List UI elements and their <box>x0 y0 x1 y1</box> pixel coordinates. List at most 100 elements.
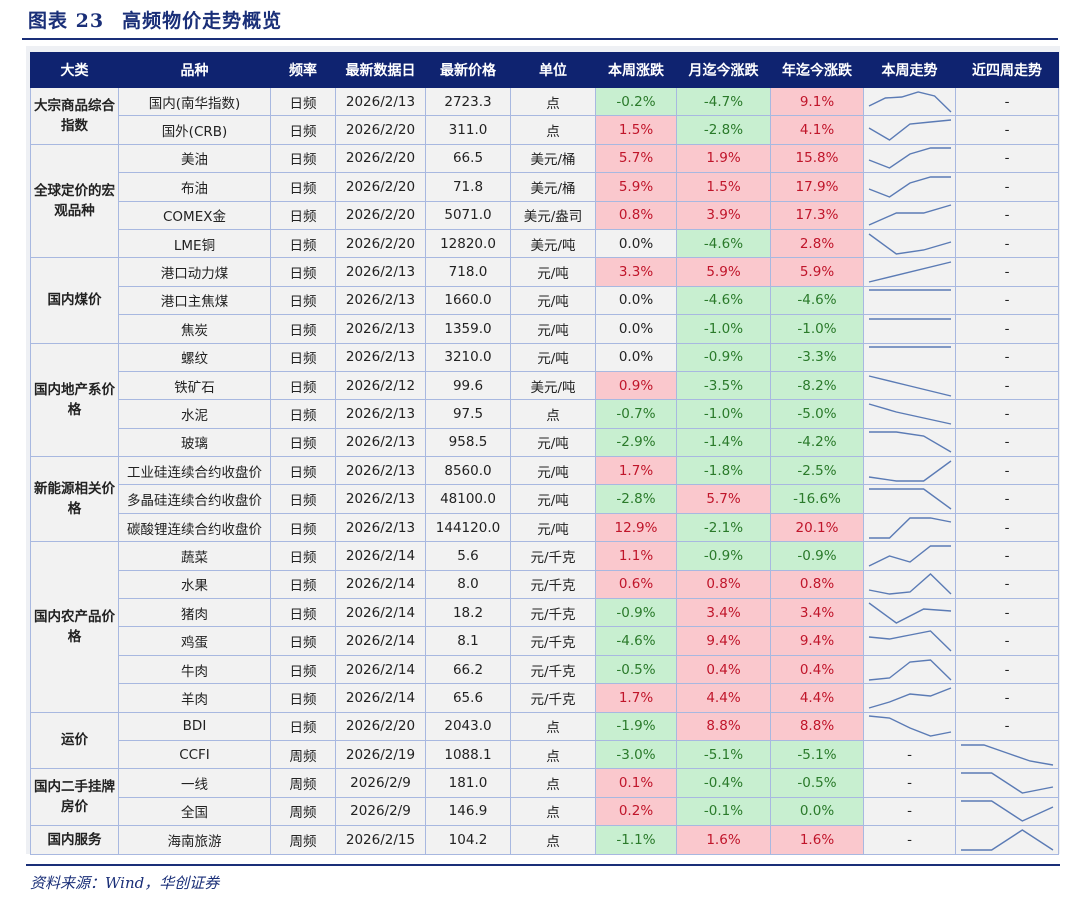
unit-cell: 元/千克 <box>510 569 596 600</box>
mtd-change-cell: -1.0% <box>676 314 771 344</box>
item-cell: COMEX金 <box>118 200 271 230</box>
weekly-change-cell: 0.0% <box>595 228 677 259</box>
price-cell: 146.9 <box>425 796 511 827</box>
date-cell: 2026/2/9 <box>335 768 426 798</box>
four-week-trend-cell <box>955 739 1059 770</box>
sparkline-path <box>868 261 951 283</box>
frequency-cell: 日频 <box>270 456 336 486</box>
unit-cell: 点 <box>510 399 596 429</box>
sparkline <box>868 233 951 255</box>
ytd-change-cell: 17.3% <box>770 200 864 230</box>
price-cell: 71.8 <box>425 172 511 202</box>
weekly-change-cell: -4.6% <box>595 626 677 656</box>
frequency-cell: 周频 <box>270 768 336 798</box>
table-row: 国外(CRB) 日频 2026/2/20 311.0 点 1.5% -2.8% 4.1% - <box>31 115 1059 145</box>
unit-cell: 美元/吨 <box>510 228 596 259</box>
price-cell: 5.6 <box>425 541 511 571</box>
sparkline <box>868 176 951 198</box>
sparkline-path <box>961 800 1054 823</box>
date-cell: 2026/2/13 <box>335 342 426 372</box>
frequency-cell: 周频 <box>270 739 336 770</box>
four-week-trend-cell: - <box>955 626 1059 656</box>
date-cell: 2026/2/12 <box>335 370 426 401</box>
weekly-trend-cell <box>863 342 956 372</box>
weekly-change-cell: 0.0% <box>595 285 677 316</box>
four-week-trend-cell: - <box>955 654 1059 685</box>
mtd-change-cell: 1.6% <box>676 825 771 855</box>
table-row: 布油 日频 2026/2/20 71.8 美元/桶 5.9% 1.5% 17.9% - <box>31 172 1059 202</box>
sparkline <box>868 687 951 709</box>
sparkline <box>961 772 1054 794</box>
category-cell: 全球定价的宏观品种 <box>30 143 119 259</box>
item-cell: 海南旅游 <box>118 825 271 855</box>
item-cell: 多晶硅连续合约收盘价 <box>118 484 271 514</box>
ytd-change-cell: -0.9% <box>770 541 864 571</box>
sparkline <box>868 346 951 348</box>
four-week-trend-cell: - <box>955 541 1059 571</box>
four-week-trend-cell: - <box>955 342 1059 372</box>
four-week-trend-cell <box>955 796 1059 827</box>
four-week-trend-cell: - <box>955 285 1059 316</box>
weekly-trend-cell <box>863 143 956 174</box>
unit-cell: 元/千克 <box>510 683 596 713</box>
date-cell: 2026/2/20 <box>335 711 426 741</box>
sparkline-path <box>868 204 951 226</box>
mtd-change-cell: 0.8% <box>676 569 771 600</box>
category-cell: 国内煤价 <box>30 257 119 344</box>
sparkline <box>868 602 951 624</box>
sparkline <box>868 630 951 652</box>
ytd-change-cell: -5.0% <box>770 399 864 429</box>
sparkline <box>868 261 951 283</box>
weekly-trend-cell: - <box>863 825 956 855</box>
item-cell: BDI <box>118 711 271 741</box>
table-row: 国内地产系价格 螺纹 日频 2026/2/13 3210.0 元/吨 0.0% -0.9% -3… <box>30 342 1059 458</box>
frequency-cell: 日频 <box>270 115 336 145</box>
frequency-cell: 日频 <box>270 399 336 429</box>
table-row: LME铜 日频 2026/2/20 12820.0 美元/吨 0.0% -4.6% 2.8% - <box>31 228 1059 259</box>
table-row: 羊肉 日频 2026/2/14 65.6 元/千克 1.7% 4.4% 4.4% - <box>31 683 1059 713</box>
frequency-cell: 日频 <box>270 143 336 174</box>
date-cell: 2026/2/14 <box>335 683 426 713</box>
ytd-change-cell: 0.4% <box>770 654 864 685</box>
mtd-change-cell: -3.5% <box>676 370 771 401</box>
four-week-trend-cell: - <box>955 370 1059 401</box>
sparkline <box>868 119 951 141</box>
price-cell: 144120.0 <box>425 512 511 543</box>
top-divider <box>22 38 1058 40</box>
date-cell: 2026/2/13 <box>335 86 426 117</box>
sparkline-path <box>868 545 951 567</box>
mtd-change-cell: 5.9% <box>676 257 771 287</box>
category-cell: 国内地产系价格 <box>30 342 119 458</box>
table-row: 牛肉 日频 2026/2/14 66.2 元/千克 -0.5% 0.4% 0.4% - <box>31 654 1059 685</box>
table-row: 新能源相关价格 工业硅连续合约收盘价 日频 2026/2/13 8560.0 元/吨 1.7… <box>30 456 1059 543</box>
item-cell: 焦炭 <box>118 314 271 344</box>
mtd-change-cell: -4.6% <box>676 228 771 259</box>
frequency-cell: 日频 <box>270 683 336 713</box>
price-cell: 18.2 <box>425 598 511 628</box>
price-cell: 958.5 <box>425 427 511 458</box>
price-cell: 2043.0 <box>425 711 511 741</box>
sparkline-path <box>868 516 951 539</box>
frequency-cell: 日频 <box>270 569 336 600</box>
ytd-change-cell: 8.8% <box>770 711 864 741</box>
mtd-change-cell: 3.4% <box>676 598 771 628</box>
bottom-divider <box>26 864 1060 866</box>
category-cell: 新能源相关价格 <box>30 456 119 543</box>
sparkline <box>868 715 951 738</box>
item-cell: 牛肉 <box>118 654 271 685</box>
date-cell: 2026/2/14 <box>335 654 426 685</box>
mtd-change-cell: 3.9% <box>676 200 771 230</box>
unit-cell: 点 <box>510 115 596 145</box>
four-week-trend-cell: - <box>955 683 1059 713</box>
sparkline <box>868 318 951 320</box>
sparkline <box>868 403 951 425</box>
frequency-cell: 日频 <box>270 598 336 628</box>
unit-cell: 点 <box>510 796 596 827</box>
four-week-trend-cell: - <box>955 228 1059 259</box>
column-header: 最新价格 <box>425 52 511 88</box>
four-week-trend-cell: - <box>955 598 1059 628</box>
mtd-change-cell: 9.4% <box>676 626 771 656</box>
date-cell: 2026/2/20 <box>335 228 426 259</box>
four-week-trend-cell: - <box>955 711 1059 741</box>
weekly-change-cell: -1.9% <box>595 711 677 741</box>
